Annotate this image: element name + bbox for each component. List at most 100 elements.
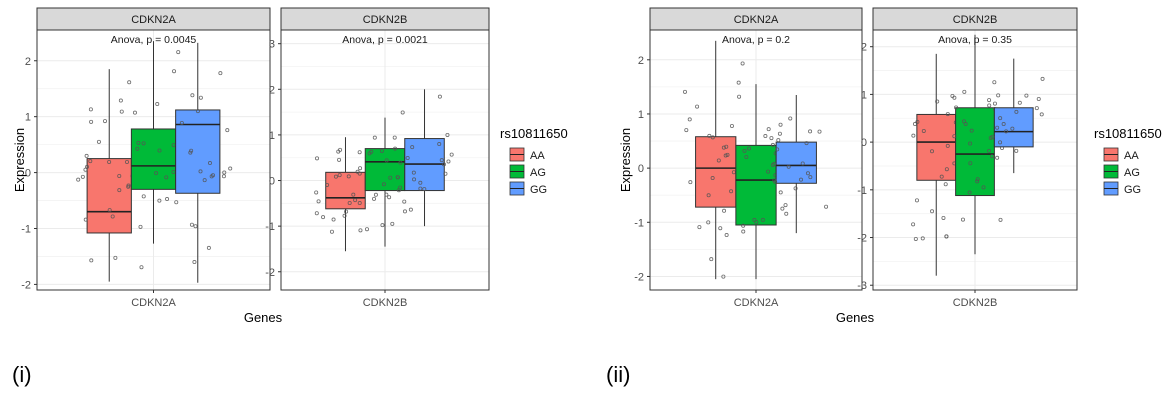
- data-point: [441, 162, 446, 167]
- data-point: [179, 120, 184, 125]
- legend-label-AG: AG: [530, 167, 546, 179]
- data-point: [154, 171, 159, 176]
- data-point: [228, 166, 233, 171]
- data-point: [921, 128, 926, 133]
- data-point: [446, 159, 451, 164]
- x-tick-label: CDKN2A: [734, 297, 779, 309]
- y-axis-title: Expression: [618, 128, 633, 192]
- data-point: [355, 169, 360, 174]
- data-point: [89, 119, 94, 124]
- data-point: [945, 143, 950, 148]
- data-point: [393, 146, 398, 151]
- data-point: [96, 139, 101, 144]
- data-point: [744, 155, 749, 160]
- box-AG: [735, 144, 777, 226]
- data-point: [402, 199, 407, 204]
- data-point: [808, 175, 813, 180]
- data-point: [998, 217, 1003, 222]
- data-point: [357, 150, 362, 155]
- data-point: [384, 192, 389, 197]
- data-point: [329, 229, 334, 234]
- data-point: [729, 123, 734, 128]
- data-point: [778, 122, 783, 127]
- data-point: [930, 149, 935, 154]
- data-point: [962, 119, 967, 124]
- data-point: [706, 193, 711, 198]
- data-point: [752, 217, 757, 222]
- data-point: [987, 103, 992, 108]
- data-point: [741, 223, 746, 228]
- data-point: [119, 109, 124, 114]
- data-point: [107, 160, 112, 165]
- data-point: [192, 260, 197, 265]
- data-point: [113, 255, 118, 260]
- data-point: [422, 187, 427, 192]
- data-point: [747, 146, 752, 151]
- data-point: [418, 180, 423, 185]
- data-point: [141, 141, 146, 146]
- data-point: [174, 200, 179, 205]
- facet-title: CDKN2A: [131, 14, 176, 26]
- data-point: [707, 133, 712, 138]
- data-point: [372, 135, 377, 140]
- y-tick-label: 1: [638, 109, 644, 121]
- data-point: [398, 185, 403, 190]
- data-point: [737, 94, 742, 99]
- data-point: [960, 217, 965, 222]
- data-point: [315, 156, 320, 161]
- y-tick-label: -1: [634, 217, 644, 229]
- data-point: [793, 186, 798, 191]
- x-tick-label: CDKN2A: [131, 297, 176, 309]
- data-point: [1010, 126, 1015, 131]
- data-point: [778, 190, 783, 195]
- data-point: [410, 145, 415, 150]
- data-point: [729, 189, 734, 194]
- data-point: [969, 128, 974, 133]
- data-point: [914, 198, 919, 203]
- data-point: [157, 198, 162, 203]
- legend-label-GG: GG: [1124, 184, 1141, 196]
- data-point: [190, 93, 195, 98]
- data-point: [682, 89, 687, 94]
- data-point: [443, 171, 448, 176]
- data-point: [439, 158, 444, 163]
- data-point: [754, 220, 759, 225]
- data-point: [706, 220, 711, 225]
- box-AA: [86, 158, 132, 234]
- data-point: [930, 209, 935, 214]
- y-tick-label: -2: [265, 267, 275, 279]
- data-point: [912, 122, 917, 127]
- data-point: [695, 104, 700, 109]
- data-point: [975, 177, 980, 182]
- data-point: [911, 133, 916, 138]
- box-AA: [916, 113, 957, 181]
- data-point: [325, 182, 330, 187]
- data-point: [132, 110, 137, 115]
- data-point: [808, 129, 813, 134]
- data-point: [770, 162, 775, 167]
- data-point: [710, 176, 715, 181]
- data-point: [740, 61, 745, 66]
- data-point: [171, 169, 176, 174]
- data-point: [954, 105, 959, 110]
- data-point: [408, 207, 413, 212]
- data-point: [913, 236, 918, 241]
- data-point: [107, 208, 112, 213]
- data-point: [952, 134, 957, 139]
- data-point: [998, 140, 1003, 145]
- y-tick-label: 0: [25, 168, 31, 180]
- data-point: [817, 129, 822, 134]
- legend-label-AA: AA: [1124, 150, 1139, 162]
- legend-title: rs10811650: [1094, 126, 1162, 141]
- data-point: [139, 265, 144, 270]
- data-point: [741, 229, 746, 234]
- data-point: [943, 182, 948, 187]
- data-point: [193, 224, 198, 229]
- data-point: [944, 167, 949, 172]
- data-point: [769, 136, 774, 141]
- data-point: [346, 174, 351, 179]
- legend-label-AG: AG: [1124, 167, 1140, 179]
- data-point: [110, 214, 115, 219]
- data-point: [998, 116, 1003, 121]
- data-point: [117, 188, 122, 193]
